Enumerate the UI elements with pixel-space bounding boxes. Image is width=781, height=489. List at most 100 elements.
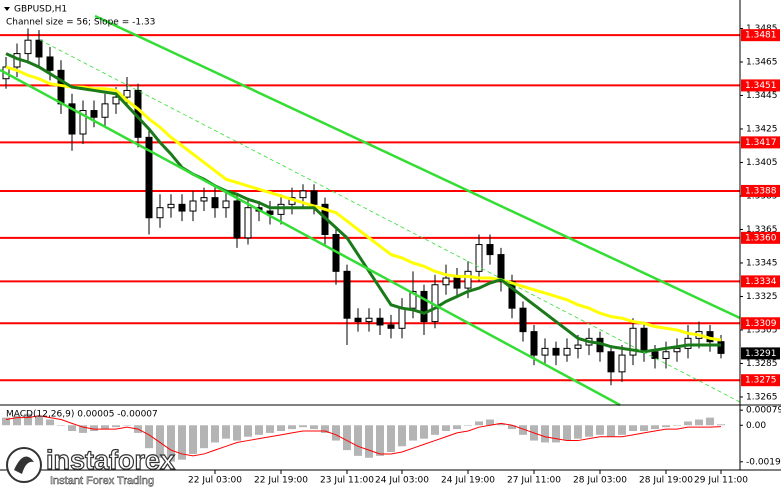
macd-bar xyxy=(541,425,549,443)
macd-bar xyxy=(552,425,560,443)
macd-bar xyxy=(651,425,659,430)
candle-body xyxy=(409,290,417,309)
candle-body xyxy=(90,110,98,118)
candle-body xyxy=(145,136,153,219)
y-tick-label: 1.3345 xyxy=(746,258,778,268)
candle-body xyxy=(200,197,208,202)
x-tick-label: 27 Jul 11:00 xyxy=(507,476,561,486)
candle-body xyxy=(46,56,54,71)
macd-bar xyxy=(717,424,725,426)
y-tick-label: 1.3445 xyxy=(746,91,778,101)
macd-bar xyxy=(574,425,582,439)
candle-body xyxy=(156,207,164,219)
candle-body xyxy=(310,190,318,205)
level-label: 1.3451 xyxy=(745,81,777,91)
level-box xyxy=(741,29,780,42)
overlay: 1.34851.34651.34451.34251.34051.33851.33… xyxy=(188,24,781,486)
macd-bar xyxy=(508,425,516,430)
macd-bar xyxy=(486,419,494,426)
macd-bar xyxy=(519,425,527,435)
moving-average xyxy=(5,52,721,354)
y-tick-label: 1.3285 xyxy=(746,359,778,369)
candle-body xyxy=(167,203,175,209)
candle-body xyxy=(453,277,461,289)
candle-body xyxy=(299,190,307,199)
macd-bar xyxy=(277,425,285,431)
macd-bar xyxy=(585,425,593,437)
level-label: 1.3334 xyxy=(745,277,777,287)
macd-bar xyxy=(409,425,417,441)
y-tick-label: 1.3265 xyxy=(746,392,778,402)
macd-bar xyxy=(398,425,406,447)
candle-body xyxy=(442,277,450,286)
y-tick-label: 1.3465 xyxy=(746,57,778,67)
watermark-tagline: Instant Forex Trading xyxy=(50,475,154,487)
candle-body xyxy=(497,254,505,282)
logo-mark xyxy=(14,456,34,474)
channel-upper xyxy=(94,14,741,320)
macd-bar xyxy=(35,415,43,426)
level-label: 1.3360 xyxy=(745,233,777,243)
candle-body xyxy=(266,210,274,215)
candle-body xyxy=(662,351,670,359)
level-label: 1.3417 xyxy=(745,138,777,148)
candle-body xyxy=(277,203,285,215)
candle-body xyxy=(123,89,131,98)
candle-body xyxy=(24,39,32,55)
macd-bar xyxy=(211,425,219,443)
y-tick-label: 1.3305 xyxy=(746,325,778,335)
macd-bar xyxy=(332,425,340,441)
price-panel xyxy=(0,28,740,462)
macd-bar xyxy=(288,425,296,430)
candle-body xyxy=(79,110,87,135)
macd-bar xyxy=(2,417,10,426)
x-tick-label: 22 Jul 03:00 xyxy=(188,476,242,486)
candle-body xyxy=(365,317,373,323)
macd-bar xyxy=(442,425,450,431)
macd-bar xyxy=(189,425,197,454)
macd-bar xyxy=(321,425,329,433)
candle-body xyxy=(563,347,571,356)
candle-body xyxy=(244,207,252,239)
candle-body xyxy=(717,341,725,354)
macd-bar xyxy=(79,425,87,433)
macd-bar xyxy=(46,419,54,426)
macd-bar xyxy=(662,425,670,428)
candle-body xyxy=(519,307,527,333)
x-tick-label: 22 Jul 19:00 xyxy=(254,476,308,486)
level-box xyxy=(741,136,780,149)
macd-bar xyxy=(464,425,472,426)
macd-bar xyxy=(618,425,626,435)
candle-body xyxy=(178,203,186,212)
macd-bar xyxy=(420,425,428,439)
candle-body xyxy=(343,270,351,319)
macd-bar xyxy=(68,425,76,431)
level-box xyxy=(741,231,780,244)
candle-body xyxy=(398,307,406,329)
macd-bar xyxy=(200,425,208,449)
candle-body xyxy=(101,103,109,118)
candle-body xyxy=(211,197,219,209)
candle-body xyxy=(420,290,428,323)
macd-bar xyxy=(244,425,252,437)
y-tick-label: 1.3365 xyxy=(746,225,778,235)
macd-bar xyxy=(607,425,615,437)
macd-bar xyxy=(563,425,571,441)
candle-body xyxy=(354,317,362,323)
macd-bar xyxy=(629,425,637,431)
level-label: 1.3275 xyxy=(745,376,777,386)
candle-body xyxy=(464,270,472,289)
candle-body xyxy=(618,354,626,373)
macd-bar xyxy=(387,425,395,453)
chart-subtitle: Channel size = 56; Slope = -1.33 xyxy=(6,18,155,28)
macd-bar xyxy=(167,425,175,462)
macd-bar xyxy=(365,425,373,458)
macd-bar xyxy=(90,425,98,431)
y-tick-label: 1.3325 xyxy=(746,292,778,302)
macd-bar xyxy=(684,421,692,426)
candle-body xyxy=(222,200,230,209)
watermark-brand: instaforex xyxy=(46,445,175,475)
macd-y-tick-label: 0.00 xyxy=(746,421,766,431)
macd-bar xyxy=(310,425,318,430)
